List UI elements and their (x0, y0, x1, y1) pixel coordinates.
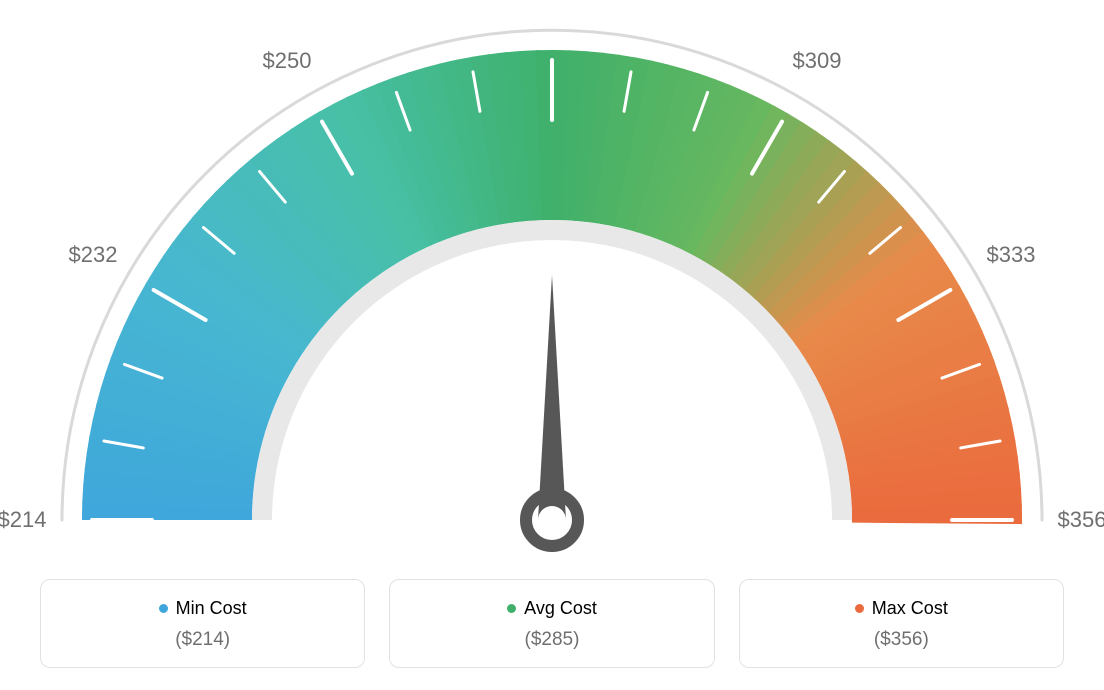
gauge-tick-label: $250 (263, 48, 312, 74)
legend-label-min: Min Cost (159, 598, 247, 619)
legend-value-min: ($214) (51, 629, 354, 651)
legend-label-max-text: Max Cost (872, 598, 948, 619)
gauge-tick-label: $232 (69, 242, 118, 268)
gauge-svg (0, 0, 1104, 560)
legend-row: Min Cost ($214) Avg Cost ($285) Max Cost… (40, 579, 1064, 668)
legend-label-avg: Avg Cost (507, 598, 597, 619)
legend-dot-min (159, 604, 168, 613)
gauge-tick-label: $333 (987, 242, 1036, 268)
legend-dot-max (855, 604, 864, 613)
gauge-tick-label: $285 (528, 0, 577, 3)
gauge-tick-label: $309 (793, 48, 842, 74)
legend-value-avg: ($285) (400, 629, 703, 651)
legend-label-min-text: Min Cost (176, 598, 247, 619)
legend-label-max: Max Cost (855, 598, 948, 619)
legend-card-min: Min Cost ($214) (40, 579, 365, 668)
gauge-tick-label: $356 (1058, 507, 1104, 533)
legend-dot-avg (507, 604, 516, 613)
legend-value-max: ($356) (750, 629, 1053, 651)
gauge-tick-label: $214 (0, 507, 46, 533)
gauge-area: $214 $232 $250 $285 $309 $333 $356 (0, 0, 1104, 560)
legend-card-avg: Avg Cost ($285) (389, 579, 714, 668)
legend-label-avg-text: Avg Cost (524, 598, 597, 619)
chart-container: $214 $232 $250 $285 $309 $333 $356 Min Cost ($… (0, 0, 1104, 690)
legend-card-max: Max Cost ($356) (739, 579, 1064, 668)
